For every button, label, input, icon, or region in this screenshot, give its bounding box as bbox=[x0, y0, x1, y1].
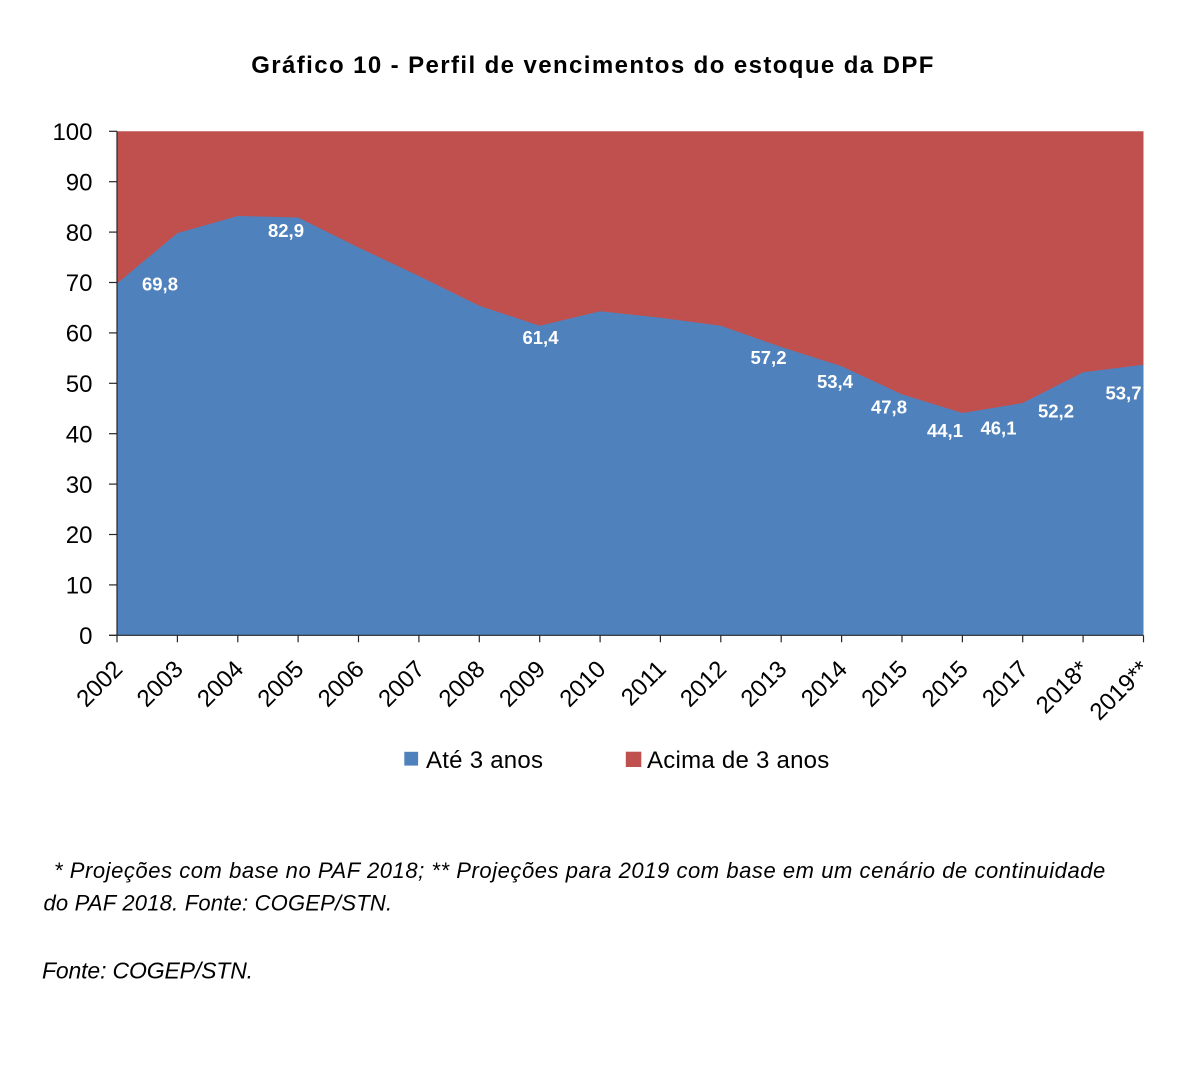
svg-text:80: 80 bbox=[66, 220, 93, 247]
svg-text:46,1: 46,1 bbox=[980, 418, 1016, 439]
svg-text:53,4: 53,4 bbox=[817, 371, 854, 392]
svg-text:2011: 2011 bbox=[616, 656, 672, 712]
svg-text:Acima de 3 anos: Acima de 3 anos bbox=[647, 747, 830, 774]
svg-text:20: 20 bbox=[66, 522, 93, 549]
svg-text:30: 30 bbox=[66, 472, 93, 499]
svg-text:0: 0 bbox=[79, 623, 92, 650]
svg-text:Até 3 anos: Até 3 anos bbox=[426, 747, 543, 774]
svg-text:2003: 2003 bbox=[132, 656, 189, 713]
svg-text:90: 90 bbox=[66, 169, 93, 196]
svg-text:2005: 2005 bbox=[252, 656, 309, 713]
svg-text:2002: 2002 bbox=[71, 656, 128, 713]
svg-text:* Projeções com base no PAF 20: * Projeções com base no PAF 2018; ** Pro… bbox=[54, 858, 1106, 883]
svg-text:60: 60 bbox=[66, 321, 93, 348]
svg-text:2006: 2006 bbox=[313, 656, 370, 713]
svg-text:100: 100 bbox=[52, 119, 92, 146]
svg-text:2013: 2013 bbox=[736, 656, 793, 713]
svg-text:Gráfico 10 - Perfil de vencime: Gráfico 10 - Perfil de vencimentos do es… bbox=[251, 52, 935, 79]
svg-text:2019**: 2019** bbox=[1085, 656, 1155, 726]
svg-text:2017: 2017 bbox=[977, 656, 1034, 713]
svg-text:57,2: 57,2 bbox=[750, 347, 786, 368]
svg-text:10: 10 bbox=[66, 573, 93, 600]
svg-text:2014: 2014 bbox=[796, 656, 853, 713]
svg-text:2018*: 2018* bbox=[1031, 656, 1094, 719]
svg-text:2015: 2015 bbox=[917, 656, 974, 713]
svg-text:40: 40 bbox=[66, 421, 93, 448]
svg-text:70: 70 bbox=[66, 270, 93, 297]
svg-text:47,8: 47,8 bbox=[871, 397, 907, 418]
svg-text:2009: 2009 bbox=[494, 656, 551, 713]
svg-text:52,2: 52,2 bbox=[1038, 401, 1074, 422]
svg-text:53,7: 53,7 bbox=[1105, 383, 1141, 404]
svg-text:69,8: 69,8 bbox=[142, 274, 178, 295]
svg-text:50: 50 bbox=[66, 371, 93, 398]
svg-text:61,4: 61,4 bbox=[522, 327, 559, 348]
svg-text:2008: 2008 bbox=[434, 656, 491, 713]
svg-text:2007: 2007 bbox=[373, 656, 430, 713]
svg-text:2010: 2010 bbox=[554, 656, 611, 713]
svg-text:Fonte: COGEP/STN.: Fonte: COGEP/STN. bbox=[42, 958, 253, 984]
svg-text:82,9: 82,9 bbox=[268, 220, 304, 241]
svg-text:2004: 2004 bbox=[192, 656, 249, 713]
svg-text:do PAF 2018. Fonte: COGEP/STN.: do PAF 2018. Fonte: COGEP/STN. bbox=[44, 891, 393, 916]
svg-text:2015: 2015 bbox=[856, 656, 913, 713]
svg-text:2012: 2012 bbox=[675, 656, 732, 713]
svg-text:44,1: 44,1 bbox=[927, 420, 963, 441]
